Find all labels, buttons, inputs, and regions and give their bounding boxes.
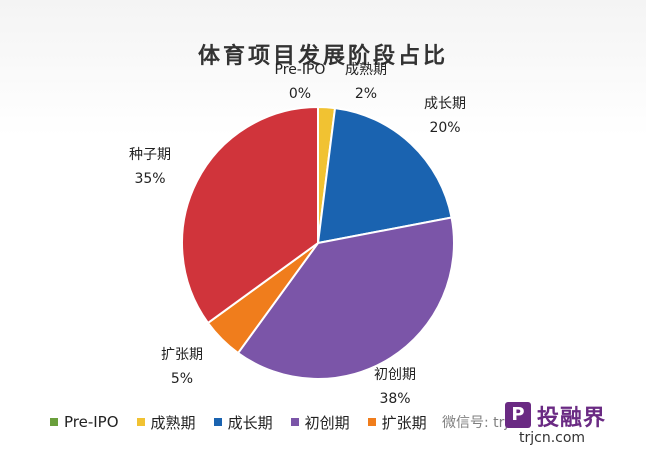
legend-label: 成熟期 (150, 413, 196, 432)
slice-label-name: 种子期 (129, 147, 171, 163)
slice-label-0: Pre-IPO 0% (270, 58, 330, 106)
slice-label-value: 2% (354, 86, 378, 102)
legend-label: 初创期 (304, 413, 350, 432)
legend-item: 初创期 (290, 412, 350, 433)
chart-title: 体育项目发展阶段占比 (197, 44, 448, 69)
slice-label-name: 成长期 (424, 96, 466, 112)
brand-url: trjcn.com (519, 430, 586, 446)
slice-label-2: 成长期 20% (410, 92, 480, 140)
legend-swatch (136, 418, 145, 426)
pie-slice-3 (236, 216, 455, 380)
pie-slice-2 (316, 106, 453, 245)
legend-swatch (367, 418, 376, 426)
brand-logo-icon: P (505, 402, 531, 428)
legend-item: 成熟期 (136, 412, 196, 433)
brand-watermark: P 投融界 trjcn.com (505, 402, 635, 450)
chart-legend: Pre-IPO 成熟期 成长期 初创期 扩张期 (50, 410, 427, 434)
legend-swatch (213, 418, 222, 426)
slice-label-1: 成熟期 2% (336, 58, 396, 106)
slice-label-name: 成熟期 (345, 62, 387, 78)
legend-item: 扩张期 (367, 412, 427, 433)
legend-swatch (290, 418, 299, 426)
slice-label-3: 初创期 38% (360, 363, 430, 411)
slice-label-value: 20% (429, 120, 461, 136)
legend-item: Pre-IPO (50, 413, 119, 431)
slice-label-name: 扩张期 (161, 347, 203, 363)
slice-label-value: 35% (134, 171, 166, 187)
legend-label: Pre-IPO (64, 413, 119, 431)
legend-swatch (50, 418, 58, 426)
legend-label: 扩张期 (381, 413, 427, 432)
slice-label-name: 初创期 (374, 367, 416, 383)
pie-slice-5 (181, 105, 319, 325)
slice-label-4: 扩张期 5% (152, 343, 212, 391)
brand-name: 投融界 (537, 406, 607, 431)
slice-label-value: 0% (288, 86, 312, 102)
slice-label-value: 38% (379, 391, 411, 407)
slice-label-5: 种子期 35% (120, 143, 180, 191)
slice-label-name: Pre-IPO (274, 62, 326, 78)
slice-label-value: 5% (170, 371, 194, 387)
wechat-watermark: 微信号: trjcn (442, 415, 525, 431)
legend-item: 成长期 (213, 412, 273, 433)
legend-label: 成长期 (227, 413, 273, 432)
